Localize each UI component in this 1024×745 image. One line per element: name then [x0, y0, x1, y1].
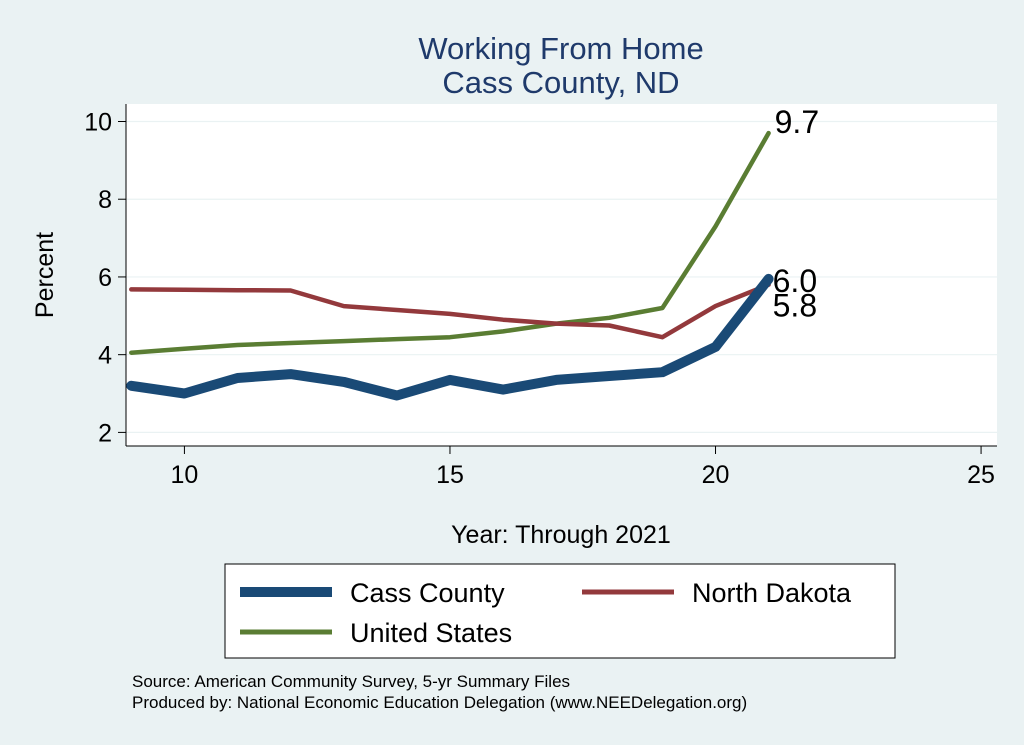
series-line-united-states: [129, 130, 771, 355]
gridlines: [126, 120, 997, 433]
legend: Cass County North Dakota United States: [240, 578, 852, 648]
end-label-cass-county: 6.0: [773, 263, 817, 299]
source-note: Source: American Community Survey, 5-yr …: [132, 672, 570, 691]
x-axis-title: Year: Through 2021: [451, 521, 671, 549]
y-axis-title: Percent: [31, 232, 59, 318]
x-tick-label: 20: [702, 461, 730, 489]
legend-box: [224, 563, 896, 659]
y-tick-label: 4: [98, 342, 112, 370]
plot-area: [126, 104, 997, 446]
y-tick-label: 10: [84, 108, 112, 136]
legend-label-north-dakota: North Dakota: [692, 578, 852, 608]
chart-title: Working From Home: [418, 31, 703, 66]
axes: 2 4 6 8 10 10 15 20 25: [84, 104, 997, 489]
x-tick-label: 25: [967, 461, 995, 489]
end-label-united-states: 9.7: [775, 104, 819, 140]
legend-label-united-states: United States: [350, 618, 512, 648]
y-tick-label: 2: [98, 419, 112, 447]
legend-label-cass-county: Cass County: [350, 578, 505, 608]
x-tick-label: 10: [171, 461, 199, 489]
end-label-north-dakota: 5.8: [773, 288, 817, 324]
y-tick-label: 6: [98, 264, 112, 292]
series-line-cass-county: [126, 273, 774, 401]
chart-subtitle: Cass County, ND: [442, 65, 679, 100]
y-tick-label: 8: [98, 186, 112, 214]
series-line-north-dakota: [129, 282, 771, 340]
series-lines: [126, 130, 774, 401]
end-labels: 9.7 6.05.8: [773, 104, 819, 324]
x-tick-label: 15: [436, 461, 464, 489]
producer-note: Produced by: National Economic Education…: [132, 693, 747, 712]
